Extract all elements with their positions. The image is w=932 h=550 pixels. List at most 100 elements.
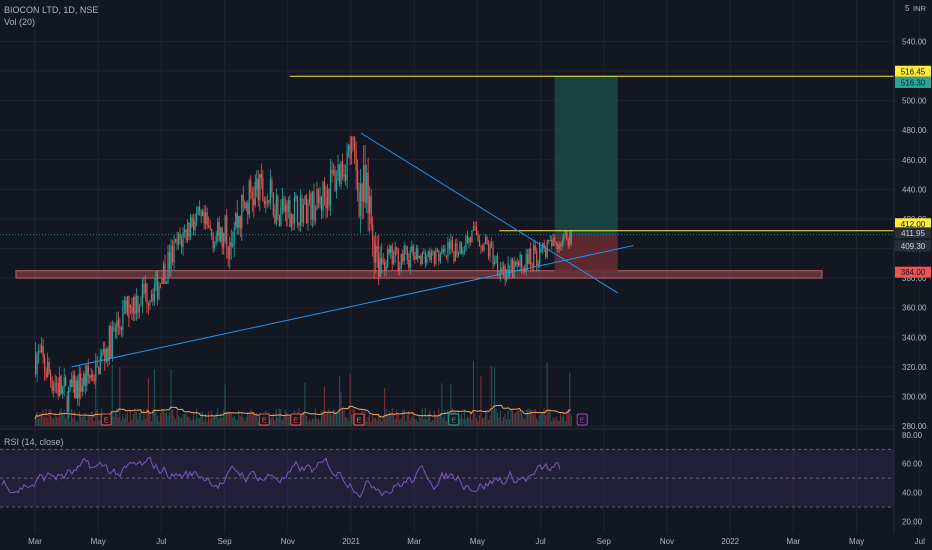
candle-up [499,267,502,276]
volume-bar [414,419,416,426]
volume-bar [502,417,505,426]
candle-up [75,380,77,399]
volume-bar [215,413,217,426]
volume-bar [77,421,79,426]
candle-down [60,376,62,394]
symbol-legend[interactable]: BIOCON LTD, 1D, NSE [4,5,99,15]
volume-bar [274,420,276,426]
volume-bar [391,408,393,426]
volume-bar [435,415,437,426]
candle-down [436,249,438,252]
candle-down [51,380,53,391]
candle-down [209,225,211,230]
candle-up [314,209,317,221]
volume-bar [521,412,523,426]
volume-bar [462,419,464,426]
volume-bar [493,367,496,426]
candle-up [256,178,258,190]
rsi-axis[interactable]: 20.00 40.00 60.00 80.00 [902,431,923,527]
volume-bar [381,421,383,426]
candle-down [104,348,106,362]
candle-up [295,195,297,198]
candle-down [527,254,529,264]
support-zone[interactable] [15,270,823,279]
volume-bar [387,415,389,426]
candle-up [509,271,511,276]
volume-bar [478,415,481,426]
candle-down [382,260,384,262]
candle-up [269,179,271,204]
volume-bar [275,408,277,426]
candle-down [56,383,58,385]
volume-bar [337,411,339,426]
volume-bar [390,412,392,426]
candle-up [462,250,464,255]
falling-trendline[interactable] [360,132,619,294]
candle-down [334,170,336,191]
volume-bar [319,420,321,426]
volume-bar [400,418,402,426]
candle-down [518,262,520,266]
volume-bar [53,418,55,426]
candle-up [281,198,283,207]
candle-down [381,257,383,264]
volume-bar [143,409,145,426]
candle-up [311,191,314,220]
long-position-stop-zone[interactable] [554,234,618,273]
volume-bar [218,417,220,426]
volume-bar [140,412,142,426]
volume-bar [399,419,401,426]
volume-bar [444,409,446,426]
volume-bar [489,415,491,426]
volume-bar [63,409,65,426]
volume-bar [93,420,95,426]
candle-down [87,365,89,376]
candle-up [510,260,512,272]
time-tick-label: Nov [281,537,295,546]
time-tick-label: Nov [660,537,674,546]
candle-up [435,249,437,264]
volume-bar [307,421,309,426]
candle-up [182,232,184,248]
volume-legend[interactable]: Vol (20) [4,17,36,27]
candle-up [153,285,156,302]
candle-down [317,189,320,203]
volume-bar [487,419,490,426]
candle-up [552,237,554,247]
candle-up [202,211,204,217]
price-marker-label: 516.30 [901,78,926,87]
rsi-legend[interactable]: RSI (14, close) [4,437,64,447]
volume-bar [405,420,407,426]
volume-bar [141,420,143,426]
candle-up [421,252,423,265]
volume-bar [205,414,207,426]
candle-down [554,237,556,243]
volume-bar [466,416,468,426]
candle-down [48,361,50,373]
volume-bar [161,409,163,426]
candle-up [287,200,289,212]
rising-trendline[interactable] [71,245,634,368]
volume-bar [549,411,551,426]
candle-up [170,246,172,270]
volume-bar [214,415,216,426]
volume-bar [241,411,243,426]
candle-down [338,164,341,185]
time-tick-label: May [91,537,106,546]
volume-bar [155,410,157,426]
volume-bar [123,418,125,426]
candle-up [293,197,296,224]
candle-down [137,295,139,313]
volume-bar [436,416,438,426]
candle-down [480,246,482,248]
volume-bar [474,413,476,426]
long-position-target-zone[interactable] [554,76,618,235]
candle-up [235,213,237,228]
volume-bar [272,413,274,426]
candle-down [512,260,514,279]
candle-up [549,239,551,242]
volume-bar [75,420,77,426]
time-axis[interactable]: Mar May Jul Sep Nov 2021 Mar May Jul Sep Nov 2022 Ma… [28,537,925,546]
candle-down [424,252,426,264]
